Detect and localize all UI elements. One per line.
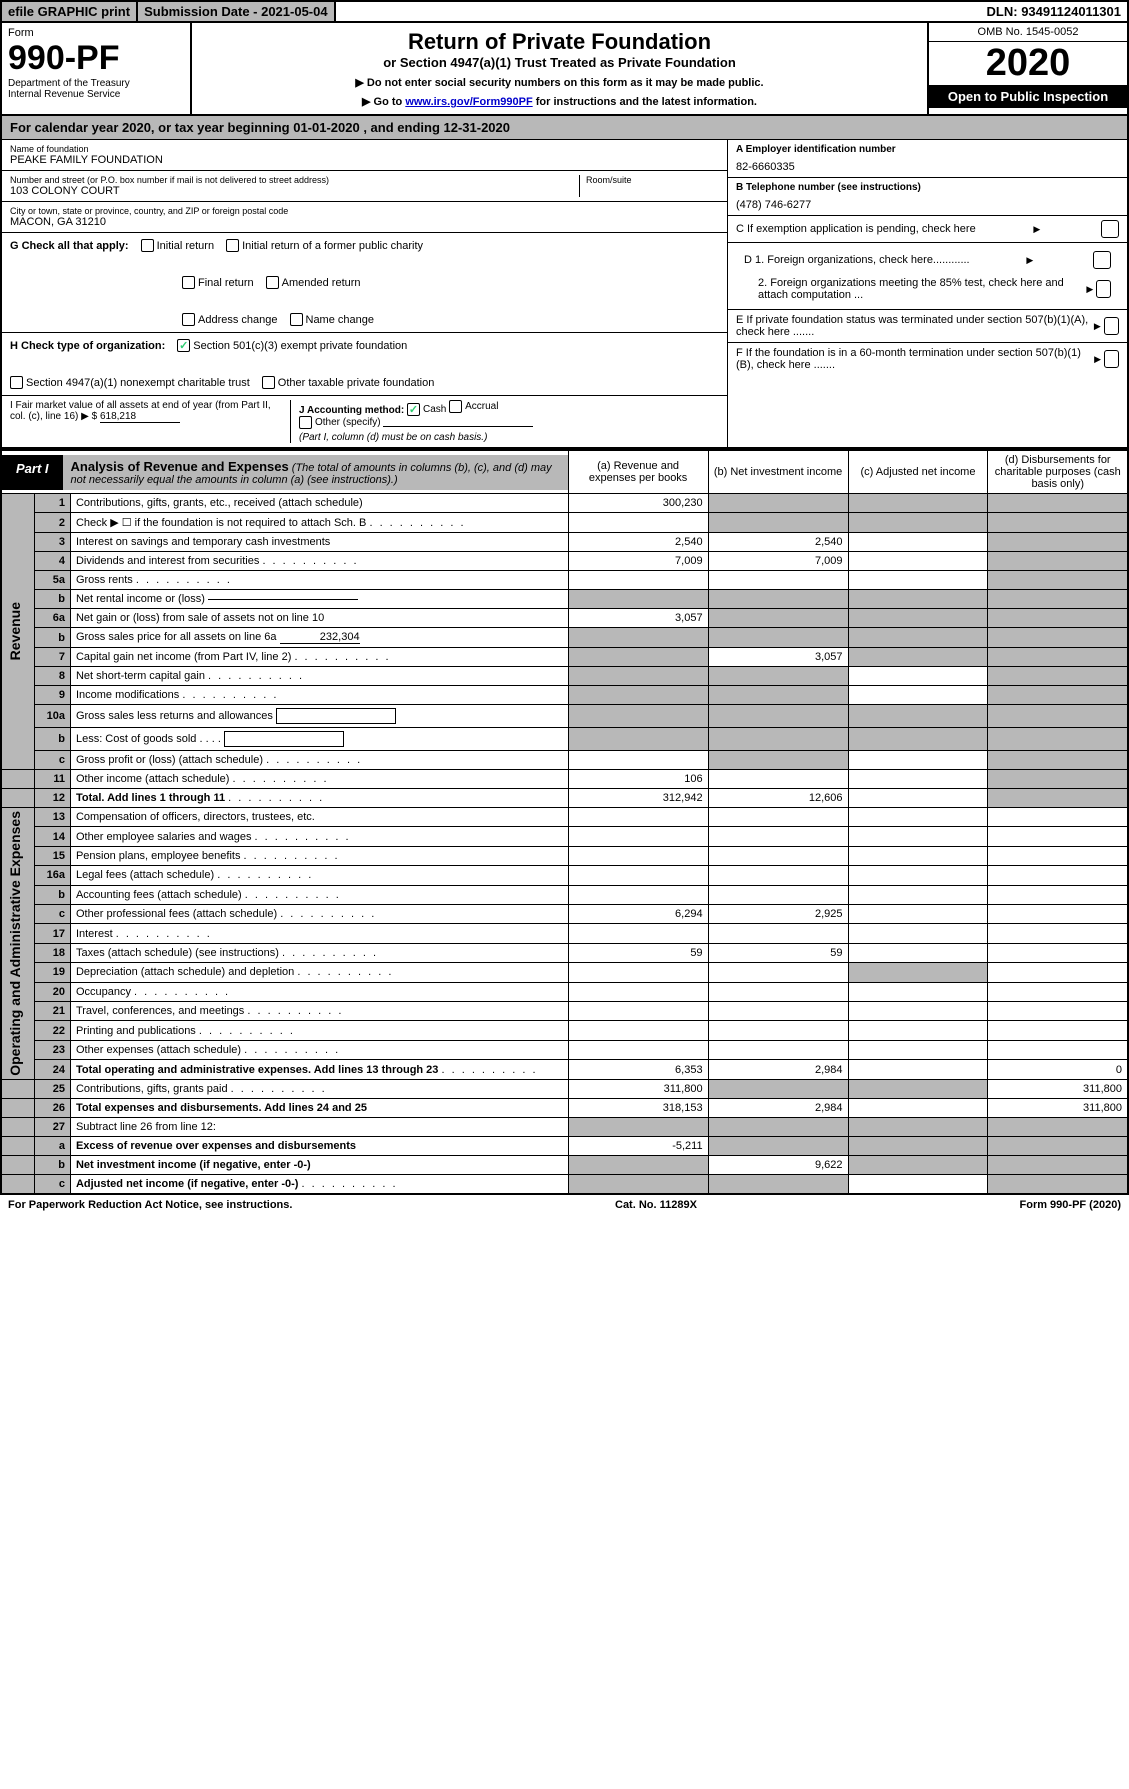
d2-label: 2. Foreign organizations meeting the 85%… xyxy=(744,277,1086,301)
phone-label: B Telephone number (see instructions) xyxy=(736,182,921,193)
form-number: 990-PF xyxy=(8,39,184,78)
col-b-header: (b) Net investment income xyxy=(708,450,848,494)
efile-label: efile GRAPHIC print xyxy=(2,2,138,21)
chk-final[interactable] xyxy=(182,276,195,289)
submission-date: Submission Date - 2021-05-04 xyxy=(138,2,336,21)
dln: DLN: 93491124011301 xyxy=(981,2,1127,21)
ein-label: A Employer identification number xyxy=(736,144,896,155)
j-note: (Part I, column (d) must be on cash basi… xyxy=(299,432,487,443)
foundation-name: PEAKE FAMILY FOUNDATION xyxy=(10,154,719,166)
phone-value: (478) 746-6277 xyxy=(736,193,1119,211)
expenses-side-label: Operating and Administrative Expenses xyxy=(7,811,23,1076)
tax-year: 2020 xyxy=(929,42,1127,85)
section-g: G Check all that apply: Initial return I… xyxy=(2,233,727,333)
city-label: City or town, state or province, country… xyxy=(10,206,719,216)
chk-c[interactable] xyxy=(1101,220,1119,238)
chk-4947[interactable] xyxy=(10,376,23,389)
section-j: J Accounting method: Cash Accrual Other … xyxy=(290,400,719,443)
note-link: ▶ Go to www.irs.gov/Form990PF for instru… xyxy=(198,95,921,108)
chk-501c3[interactable] xyxy=(177,339,190,352)
col-a-header: (a) Revenue and expenses per books xyxy=(568,450,708,494)
form-subtitle: or Section 4947(a)(1) Trust Treated as P… xyxy=(198,55,921,70)
city-state-zip: MACON, GA 31210 xyxy=(10,216,719,228)
d1-label: D 1. Foreign organizations, check here..… xyxy=(744,254,970,266)
form-ref: Form 990-PF (2020) xyxy=(1020,1199,1121,1211)
g-label: G Check all that apply: xyxy=(10,240,129,252)
chk-f[interactable] xyxy=(1104,350,1119,368)
chk-d1[interactable] xyxy=(1093,251,1111,269)
room-label: Room/suite xyxy=(586,175,719,185)
irs: Internal Revenue Service xyxy=(8,89,184,100)
calendar-year: For calendar year 2020, or tax year begi… xyxy=(0,116,1129,140)
identification-block: Name of foundation PEAKE FAMILY FOUNDATI… xyxy=(0,140,1129,449)
dept-treasury: Department of the Treasury xyxy=(8,78,184,89)
chk-d2[interactable] xyxy=(1096,280,1111,298)
paperwork-notice: For Paperwork Reduction Act Notice, see … xyxy=(8,1199,292,1211)
f-label: F If the foundation is in a 60-month ter… xyxy=(736,347,1094,371)
chk-other-method[interactable] xyxy=(299,416,312,429)
revenue-side-label: Revenue xyxy=(7,602,23,660)
form-title: Return of Private Foundation xyxy=(198,29,921,55)
e-label: E If private foundation status was termi… xyxy=(736,314,1094,338)
col-d-header: (d) Disbursements for charitable purpose… xyxy=(988,450,1128,494)
form-header: Form 990-PF Department of the Treasury I… xyxy=(0,23,1129,116)
street-address: 103 COLONY COURT xyxy=(10,185,579,197)
part1-table: Part I Analysis of Revenue and Expenses … xyxy=(0,449,1129,1195)
chk-other-taxable[interactable] xyxy=(262,376,275,389)
irs-link[interactable]: www.irs.gov/Form990PF xyxy=(405,96,532,108)
chk-e[interactable] xyxy=(1104,317,1119,335)
chk-amended[interactable] xyxy=(266,276,279,289)
chk-address[interactable] xyxy=(182,313,195,326)
open-public: Open to Public Inspection xyxy=(929,85,1127,108)
chk-name[interactable] xyxy=(290,313,303,326)
chk-initial-former[interactable] xyxy=(226,239,239,252)
chk-initial[interactable] xyxy=(141,239,154,252)
addr-label: Number and street (or P.O. box number if… xyxy=(10,175,579,185)
ein-value: 82-6660335 xyxy=(736,155,1119,173)
catalog-number: Cat. No. 11289X xyxy=(615,1199,697,1211)
note-ssn: ▶ Do not enter social security numbers o… xyxy=(198,76,921,89)
chk-cash[interactable] xyxy=(407,403,420,416)
omb-number: OMB No. 1545-0052 xyxy=(929,23,1127,42)
name-label: Name of foundation xyxy=(10,144,719,154)
top-bar: efile GRAPHIC print Submission Date - 20… xyxy=(0,0,1129,23)
col-c-header: (c) Adjusted net income xyxy=(848,450,988,494)
section-i: I Fair market value of all assets at end… xyxy=(10,400,290,443)
part1-badge: Part I xyxy=(2,455,63,490)
fmv-value: 618,218 xyxy=(100,411,180,423)
chk-accrual[interactable] xyxy=(449,400,462,413)
page-footer: For Paperwork Reduction Act Notice, see … xyxy=(0,1195,1129,1215)
c-label: C If exemption application is pending, c… xyxy=(736,223,976,235)
h-label: H Check type of organization: xyxy=(10,340,165,352)
form-word: Form xyxy=(8,27,184,39)
section-h: H Check type of organization: Section 50… xyxy=(2,333,727,396)
